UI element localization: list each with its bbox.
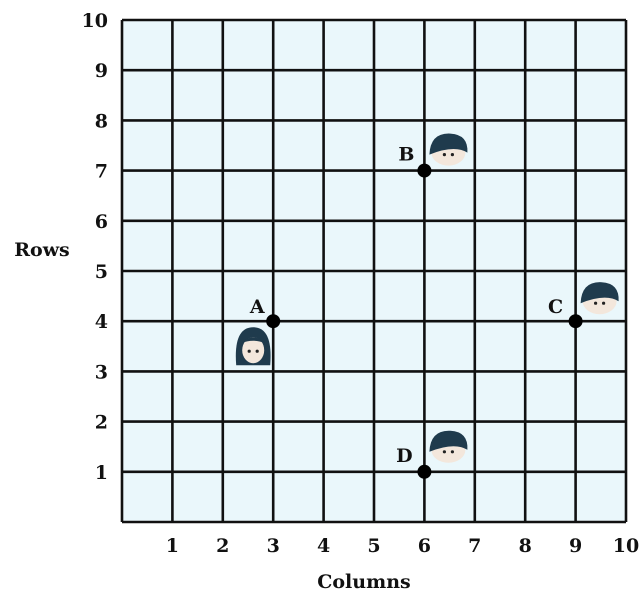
eye-mark [450, 450, 454, 454]
x-tick-label: 2 [216, 535, 229, 557]
y-tick-label: 7 [95, 161, 108, 183]
eye-mark [247, 349, 251, 353]
face-shape [242, 337, 265, 364]
y-tick-label: 8 [95, 110, 108, 132]
y-axis-label: Rows [14, 239, 70, 261]
grid-lines [120, 18, 628, 524]
y-tick-label: 3 [95, 361, 108, 383]
y-tick-label: 1 [95, 462, 108, 484]
x-tick-label: 10 [613, 535, 639, 557]
point-c [568, 314, 583, 329]
y-tick-label: 9 [95, 60, 108, 82]
y-tick-label: 10 [82, 10, 108, 32]
x-tick-label: 8 [519, 535, 532, 557]
y-tick-label: 4 [95, 311, 108, 333]
x-tick-label: 6 [418, 535, 431, 557]
x-tick-label: 4 [317, 535, 330, 557]
point-label-a: A [249, 296, 265, 318]
character-figures [235, 133, 619, 463]
girl-face-icon [235, 327, 271, 366]
eye-mark [602, 301, 606, 305]
y-tick-label: 2 [95, 412, 108, 434]
hair-shape [429, 430, 468, 452]
y-tick-label: 6 [95, 211, 108, 233]
x-tick-label: 7 [468, 535, 481, 557]
x-axis-ticks: 1 2 3 4 5 6 7 8 9 10 [166, 535, 639, 557]
eye-mark [450, 153, 454, 157]
point-label-c: C [548, 296, 563, 318]
point-label-d: D [396, 445, 412, 467]
y-tick-label: 5 [95, 261, 108, 283]
eye-mark [594, 301, 598, 305]
x-tick-label: 5 [367, 535, 380, 557]
boy-face-icon [429, 430, 468, 463]
fringe-shape [241, 337, 266, 344]
point-label-b: B [398, 144, 414, 166]
x-tick-label: 9 [569, 535, 582, 557]
eye-mark [255, 349, 259, 353]
x-tick-label: 1 [166, 535, 179, 557]
y-axis-ticks: 1 2 3 4 5 6 7 8 9 10 [82, 10, 108, 484]
boy-face-icon [429, 133, 468, 166]
point-d [417, 464, 432, 479]
point-b [417, 163, 432, 178]
boy-face-icon [580, 282, 619, 315]
x-tick-label: 3 [267, 535, 280, 557]
point-a [266, 314, 281, 329]
hair-shape [429, 133, 468, 155]
x-axis-label: Columns [317, 571, 410, 593]
eye-mark [442, 450, 446, 454]
hair-shape [580, 282, 619, 304]
points: A B C D [249, 144, 583, 479]
eye-mark [442, 153, 446, 157]
